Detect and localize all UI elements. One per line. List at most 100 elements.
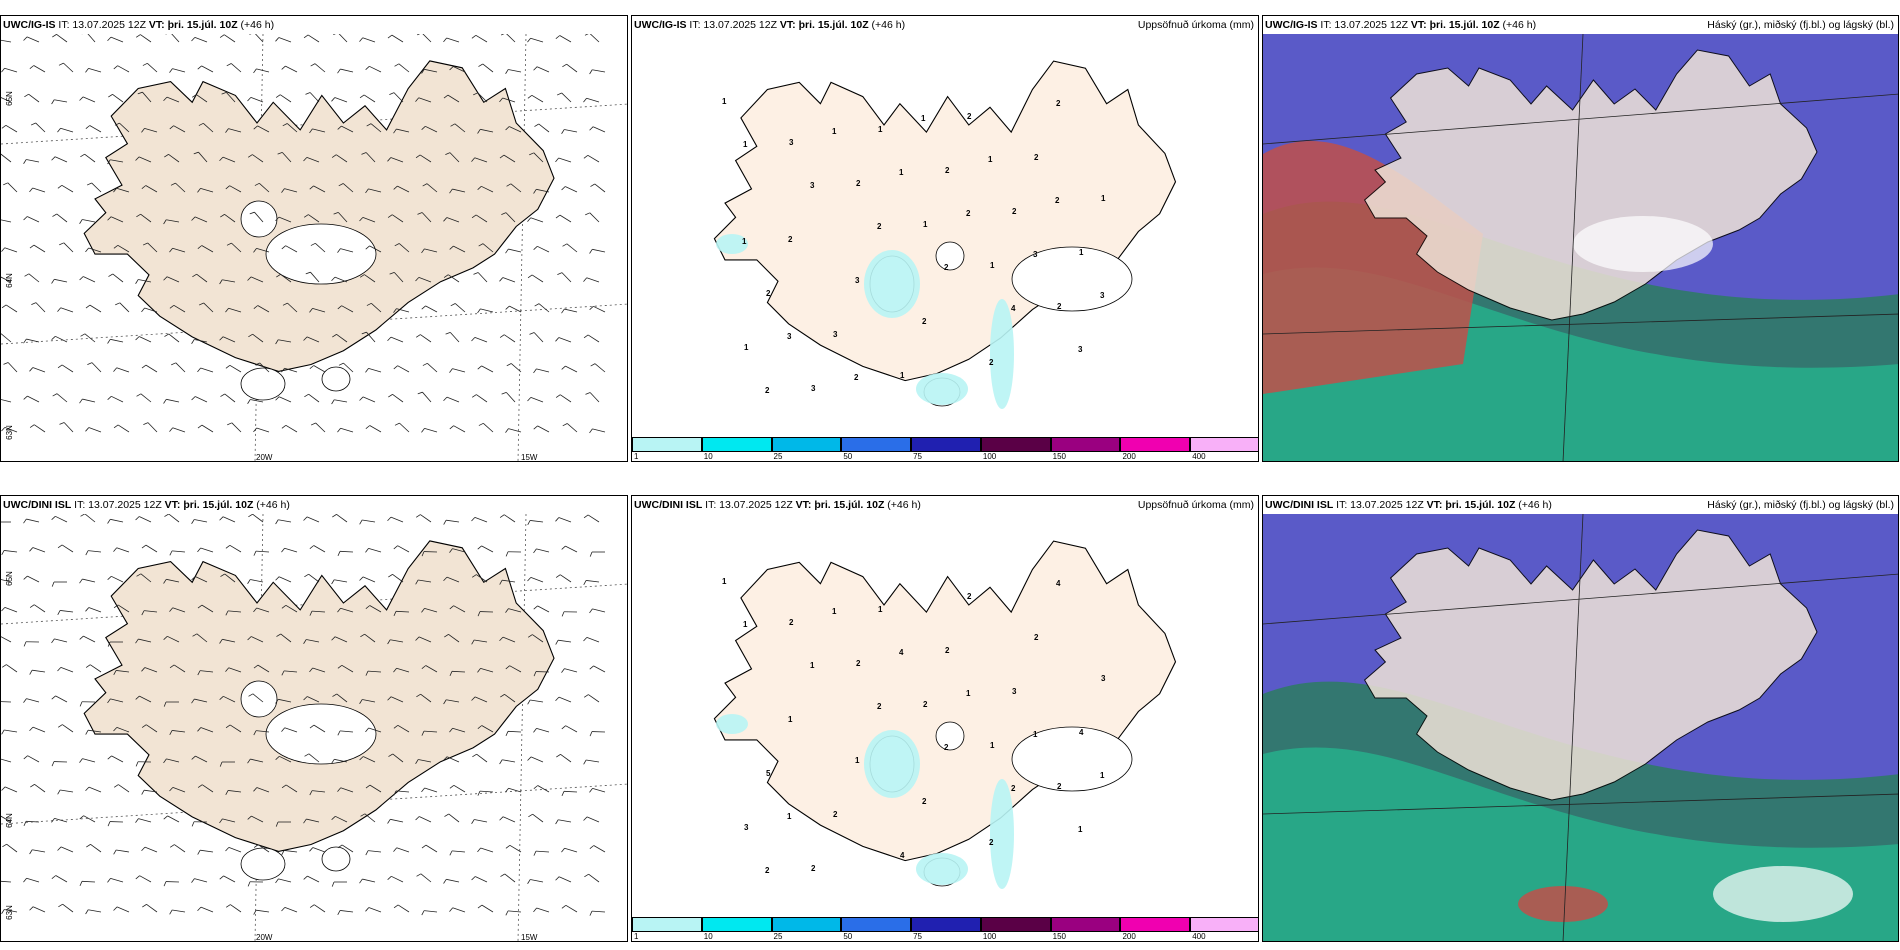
wind-barb <box>443 756 460 763</box>
wind-barb <box>533 850 550 856</box>
wind-barb <box>561 725 578 733</box>
wind-barb <box>449 605 466 613</box>
wind-barb <box>253 305 270 313</box>
wind-barb <box>51 638 68 644</box>
wind-barb <box>477 365 494 373</box>
wind-barb <box>388 394 404 403</box>
wind-barb <box>527 94 544 103</box>
wind-barb <box>113 187 130 193</box>
wind-barb <box>247 815 264 823</box>
wind-barb <box>527 576 544 583</box>
glacier <box>935 721 965 751</box>
wind-barb <box>1 521 11 523</box>
precip-value: 2 <box>877 222 882 231</box>
wind-barb <box>191 94 208 103</box>
wind-barb <box>51 818 68 823</box>
wind-barb <box>225 185 242 193</box>
wind-barb <box>281 547 298 553</box>
legend-label: 200 <box>1122 932 1136 941</box>
wind-barb <box>337 844 354 853</box>
wind-barb <box>589 551 605 557</box>
wind-barb <box>556 92 572 103</box>
wind-barb <box>254 182 270 193</box>
wind-barb <box>477 668 494 673</box>
wind-barb <box>471 574 488 583</box>
wind-barb <box>79 815 96 823</box>
wind-barb <box>135 695 152 703</box>
wind-barb <box>23 820 40 827</box>
legend-label: 100 <box>982 452 997 461</box>
wind-barb <box>529 152 544 163</box>
wind-barb <box>443 878 460 884</box>
precip-area <box>916 373 968 405</box>
wind-barb <box>500 873 516 883</box>
wind-barb <box>57 544 74 553</box>
wind-barb <box>309 365 326 373</box>
wind-barb <box>79 578 96 584</box>
wind-barb <box>191 36 208 43</box>
wind-barb <box>113 604 130 613</box>
wind-barb <box>471 696 488 703</box>
wind-barb <box>556 754 572 763</box>
longitude-line <box>517 514 527 941</box>
wind-barb <box>86 182 102 193</box>
wind-barb <box>52 213 68 223</box>
wind-barb <box>141 724 158 733</box>
wind-barb <box>169 68 186 73</box>
precip-value: 1 <box>788 715 793 724</box>
wind-barb <box>310 422 326 433</box>
wind-barb <box>141 846 158 853</box>
wind-barb <box>359 216 376 223</box>
wind-barb <box>561 365 578 373</box>
wind-barb <box>505 428 522 433</box>
wind-barb <box>421 844 438 853</box>
wind-barb <box>282 123 298 133</box>
wind-barb <box>79 758 96 763</box>
precip-value: 1 <box>744 343 749 352</box>
wind-barb <box>337 664 354 673</box>
iceland-landmass <box>83 540 555 852</box>
wind-barb <box>555 214 572 223</box>
wind-barb <box>227 422 242 433</box>
wind-barb <box>359 519 376 525</box>
wind-barb <box>589 731 606 737</box>
wind-barb <box>417 34 432 43</box>
wind-barb <box>303 696 320 703</box>
wind-barb <box>163 96 180 103</box>
wind-barb <box>29 187 46 193</box>
wind-barb <box>169 304 186 313</box>
wind-barb <box>86 844 102 853</box>
wind-barb <box>421 248 438 254</box>
wind-panel-top: UWC/IG-IS IT: 13.07.2025 12Z VT: þri. 15… <box>0 15 628 462</box>
wind-barb <box>59 422 74 433</box>
wind-barb <box>444 634 460 643</box>
precip-value: 1 <box>742 237 747 246</box>
glacier <box>265 223 377 285</box>
wind-barb <box>171 362 186 373</box>
wind-barb <box>135 279 152 284</box>
wind-barb <box>281 784 298 793</box>
wind-barb <box>443 576 460 583</box>
wind-barb <box>23 575 40 583</box>
wind-barb <box>1 909 18 914</box>
wind-barb <box>471 34 488 43</box>
wind-barb <box>197 424 214 433</box>
wind-barb <box>113 367 130 373</box>
wind-barb <box>85 550 102 556</box>
wind-barb <box>443 396 460 403</box>
wind-barb <box>415 816 432 823</box>
wind-barb <box>303 156 320 163</box>
precip-value: 1 <box>921 114 926 123</box>
panel-header: UWC/DINI ISL IT: 13.07.2025 12Z VT: þri.… <box>3 499 290 511</box>
wind-barb <box>1 67 18 73</box>
wind-barb <box>247 399 264 404</box>
wind-barb <box>275 878 292 884</box>
wind-barb <box>141 789 158 795</box>
wind-barb <box>393 610 410 617</box>
precip-value: 1 <box>878 125 883 134</box>
precip-value: 2 <box>966 209 971 218</box>
wind-barb <box>555 35 572 43</box>
wind-barb <box>191 519 208 524</box>
iceland-landmass <box>713 540 1177 862</box>
wind-barb <box>365 188 382 194</box>
